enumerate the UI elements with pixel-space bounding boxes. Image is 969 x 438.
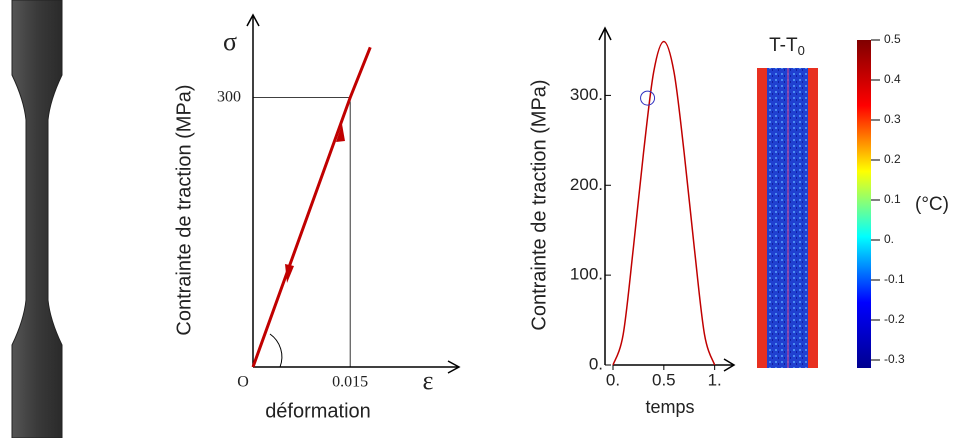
colorbar-tick-label: 0.3 [884, 112, 901, 126]
x-label: déformation [265, 400, 371, 422]
y-label: Contrainte de traction (MPa) [173, 84, 195, 335]
colorbar-tick-label: 0.4 [884, 72, 901, 86]
chart-0: Contrainte de traction (MPa) déformation… [173, 13, 461, 422]
x-symbol: ε [423, 366, 434, 395]
colorbar-tick-label: 0.1 [884, 192, 901, 206]
y-arrow [598, 26, 612, 41]
x-arrow [447, 360, 461, 374]
y-tick-label: 100. [570, 265, 603, 284]
chart-2: T-T0 (°C) [757, 35, 949, 368]
x-arrow [723, 358, 736, 372]
x-tick-label: 0.015 [332, 374, 368, 391]
marker [640, 90, 656, 106]
x-tick-label: O [237, 374, 249, 391]
colorbar-tick-label: 0.5 [884, 32, 901, 46]
colorbar-tick-label: 0. [884, 232, 894, 246]
data-line [612, 40, 716, 366]
y-tick-label: 300. [570, 85, 603, 104]
specimen [11, 0, 63, 438]
colorbar-tick-label: -0.3 [884, 352, 905, 366]
heatmap-title: T-T0 [769, 35, 805, 58]
title-subscript: 0 [798, 43, 805, 58]
colorbar-label: (°C) [915, 194, 949, 215]
colorbar-tick-label: 0.2 [884, 152, 901, 166]
thermal-edge [757, 68, 767, 368]
y-label: Contrainte de traction (MPa) [528, 79, 550, 330]
y-arrow [246, 13, 260, 27]
y-tick-label: 200. [570, 175, 603, 194]
title-text: T-T [769, 35, 798, 56]
arrow-up [336, 124, 345, 142]
data-line [251, 46, 372, 368]
y-tick-label: 300 [217, 88, 241, 105]
x-tick-label: 0.5 [652, 370, 676, 389]
chart-1: Contrainte de traction (MPa) temps [528, 26, 736, 417]
y-symbol: σ [223, 27, 237, 56]
colorbar-tick-label: -0.1 [884, 272, 905, 286]
colorbar-tick-label: -0.2 [884, 312, 905, 326]
y-tick-label: 0. [589, 354, 603, 373]
colorbar [857, 40, 871, 368]
thermal-edge [808, 68, 818, 368]
x-label: temps [645, 397, 694, 417]
x-tick-label: 0. [606, 370, 620, 389]
x-tick-label: 1. [708, 370, 722, 389]
angle-arc [269, 333, 283, 368]
